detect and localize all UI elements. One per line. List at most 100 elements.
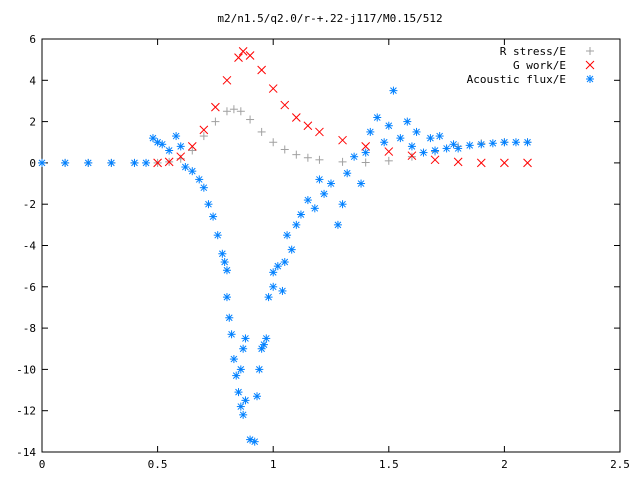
data-point	[407, 151, 417, 161]
data-point	[350, 152, 359, 161]
marker-stroke	[466, 141, 474, 149]
data-point	[292, 220, 301, 229]
data-point	[38, 158, 46, 167]
y-tick-label: 6	[29, 33, 36, 46]
marker-stroke	[154, 138, 161, 146]
data-point	[268, 84, 278, 93]
data-point	[523, 158, 532, 168]
marker-stroke	[288, 246, 296, 253]
data-point	[239, 410, 248, 419]
data-point	[523, 138, 532, 147]
data-point	[229, 355, 238, 364]
series-layer	[38, 47, 532, 446]
data-point	[239, 344, 248, 353]
y-tick-label: -8	[23, 322, 36, 335]
data-point	[500, 158, 509, 168]
marker-stroke	[512, 138, 520, 146]
marker-stroke	[209, 213, 217, 220]
data-point	[373, 113, 382, 122]
y-axis: -14 -12 -10 -8 -6 -4 -2 0 2 4 6	[16, 33, 620, 459]
marker-stroke	[214, 231, 222, 239]
marker-stroke	[257, 65, 266, 75]
marker-stroke	[361, 142, 371, 151]
data-point	[303, 196, 312, 205]
data-point	[338, 157, 347, 166]
marker-stroke	[420, 149, 427, 156]
marker-stroke	[407, 151, 417, 161]
marker-stroke	[38, 159, 46, 167]
data-point	[407, 152, 416, 161]
data-point	[130, 158, 139, 167]
data-point	[430, 155, 440, 165]
marker-stroke	[265, 293, 272, 301]
data-point	[384, 156, 393, 165]
marker-stroke	[431, 147, 439, 154]
data-point	[257, 127, 266, 136]
data-point	[412, 127, 421, 136]
data-point	[396, 134, 405, 143]
x-tick-label: 1.5	[379, 458, 399, 471]
data-point	[477, 140, 486, 149]
marker-stroke	[279, 287, 286, 295]
data-point	[234, 388, 243, 397]
marker-stroke	[211, 102, 220, 112]
data-point	[273, 262, 282, 271]
marker-stroke	[362, 149, 370, 156]
legend-marker	[585, 60, 595, 70]
data-point	[245, 51, 255, 60]
series-3	[38, 86, 532, 446]
marker-stroke	[245, 51, 255, 60]
data-point	[153, 158, 162, 168]
data-point	[220, 258, 229, 267]
data-point	[280, 258, 289, 267]
data-point	[488, 139, 497, 148]
marker-stroke	[585, 60, 595, 70]
marker-stroke	[61, 159, 69, 167]
marker-stroke	[281, 258, 289, 266]
data-point	[500, 138, 509, 147]
marker-stroke	[380, 138, 388, 146]
marker-stroke	[390, 87, 397, 94]
y-tick-label: -4	[23, 240, 37, 253]
marker-stroke	[297, 211, 305, 218]
marker-stroke	[334, 221, 342, 229]
marker-stroke	[489, 139, 497, 147]
data-point	[259, 340, 268, 349]
marker-stroke	[343, 169, 351, 177]
marker-stroke	[239, 345, 247, 353]
y-tick-label: -12	[16, 405, 36, 418]
data-point	[241, 396, 250, 405]
data-point	[61, 158, 70, 167]
data-point	[419, 148, 428, 157]
series-2	[153, 47, 532, 168]
data-point	[454, 144, 463, 153]
marker-stroke	[237, 403, 245, 410]
marker-stroke	[176, 152, 186, 162]
data-point	[236, 365, 245, 374]
legend-marker	[586, 47, 594, 55]
marker-stroke	[373, 114, 381, 121]
data-point	[361, 158, 370, 167]
marker-stroke	[357, 180, 365, 187]
marker-stroke	[218, 250, 226, 258]
marker-stroke	[269, 283, 277, 291]
legend-marker	[586, 75, 594, 83]
marker-stroke	[454, 145, 462, 152]
legend-label: G work/E	[513, 59, 566, 72]
data-point	[253, 392, 262, 401]
data-point	[188, 167, 197, 176]
marker-stroke	[84, 159, 92, 167]
data-point	[303, 153, 312, 162]
data-point	[84, 158, 93, 167]
marker-stroke	[366, 128, 374, 136]
data-point	[209, 212, 218, 221]
data-point	[227, 330, 236, 339]
data-point	[357, 179, 366, 188]
x-tick-label: 0.5	[148, 458, 168, 471]
data-point	[222, 107, 231, 116]
marker-stroke	[228, 330, 235, 338]
marker-stroke	[149, 134, 157, 142]
data-point	[107, 158, 116, 167]
